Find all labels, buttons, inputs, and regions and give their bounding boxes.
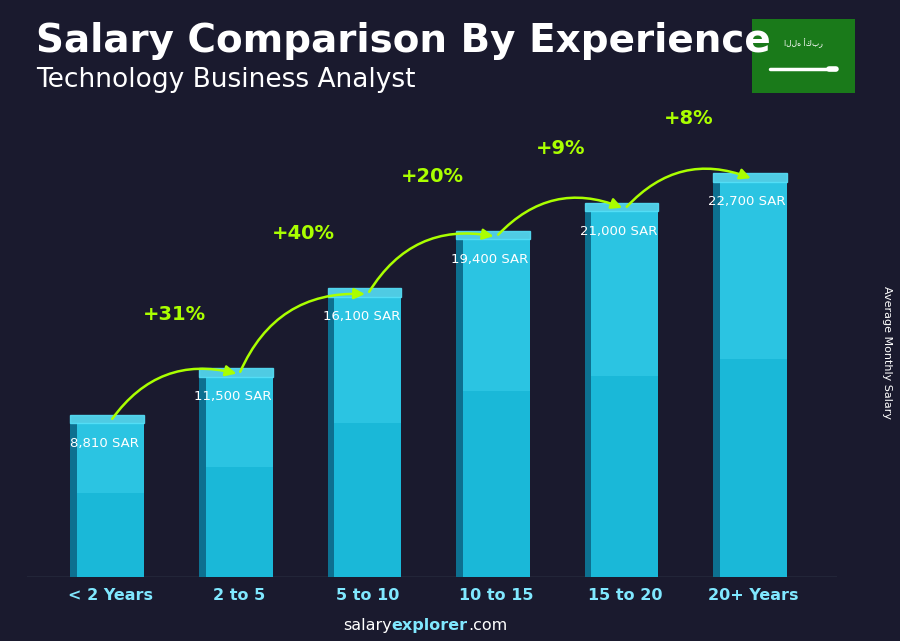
Text: +8%: +8% — [664, 110, 714, 128]
Bar — [334, 297, 401, 422]
Text: +31%: +31% — [143, 304, 206, 324]
Bar — [206, 377, 273, 577]
Text: الله أكبر: الله أكبر — [784, 38, 823, 47]
Bar — [463, 239, 530, 391]
Bar — [456, 239, 463, 577]
Bar — [714, 173, 787, 181]
Bar — [456, 231, 530, 239]
Text: Technology Business Analyst: Technology Business Analyst — [36, 67, 416, 94]
Text: 8,810 SAR: 8,810 SAR — [69, 437, 139, 451]
Text: .com: .com — [468, 619, 508, 633]
Bar — [720, 181, 787, 577]
Text: +40%: +40% — [272, 224, 335, 244]
Text: Salary Comparison By Experience: Salary Comparison By Experience — [36, 22, 770, 60]
Bar — [334, 297, 401, 577]
Bar — [77, 424, 144, 577]
Bar — [585, 211, 591, 577]
Bar — [70, 424, 77, 577]
Text: explorer: explorer — [392, 619, 468, 633]
Text: 16,100 SAR: 16,100 SAR — [322, 310, 400, 323]
Text: Average Monthly Salary: Average Monthly Salary — [881, 286, 892, 419]
Bar — [328, 297, 334, 577]
Text: +9%: +9% — [536, 139, 585, 158]
Bar — [463, 239, 530, 577]
Text: 21,000 SAR: 21,000 SAR — [580, 225, 657, 238]
Text: 22,700 SAR: 22,700 SAR — [708, 196, 786, 208]
Bar — [714, 181, 720, 577]
Bar — [77, 424, 144, 492]
Text: 19,400 SAR: 19,400 SAR — [451, 253, 528, 266]
Bar — [328, 288, 401, 297]
Bar — [199, 377, 206, 577]
Bar — [585, 203, 658, 211]
Text: salary: salary — [343, 619, 392, 633]
Bar — [591, 211, 658, 577]
Text: +20%: +20% — [400, 167, 464, 186]
Bar — [199, 369, 273, 377]
Text: 11,500 SAR: 11,500 SAR — [194, 390, 272, 403]
Bar — [591, 211, 658, 376]
Bar — [206, 377, 273, 467]
Bar — [720, 181, 787, 360]
Bar — [70, 415, 144, 424]
